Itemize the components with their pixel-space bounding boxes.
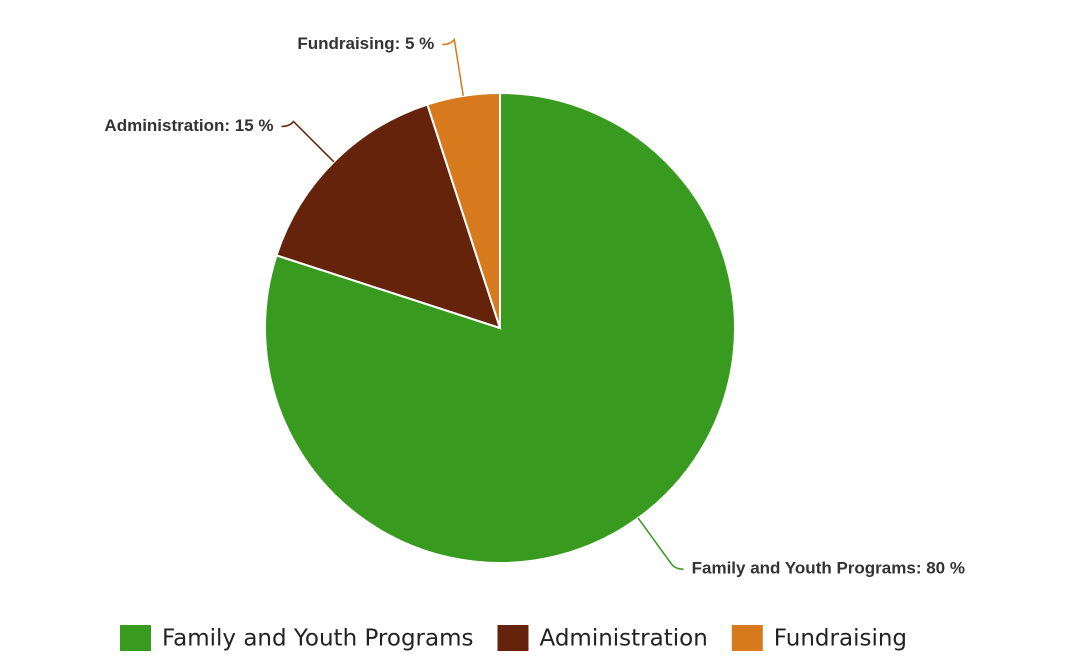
data-label: Family and Youth Programs: 80 % [692, 559, 965, 578]
data-label: Fundraising: 5 % [297, 34, 434, 53]
legend-label: Family and Youth Programs [162, 626, 473, 652]
data-label: Administration: 15 % [104, 116, 273, 135]
legend-swatch [497, 625, 529, 651]
legend-swatch [731, 625, 763, 651]
pie-slice [275, 103, 502, 330]
connector [281, 120, 335, 163]
legend-label: Fundraising [774, 626, 907, 652]
connector [637, 517, 684, 570]
legend-label: Administration [539, 626, 707, 652]
pie-slice [426, 91, 501, 329]
connector [442, 37, 464, 97]
legend-swatch [120, 625, 151, 651]
